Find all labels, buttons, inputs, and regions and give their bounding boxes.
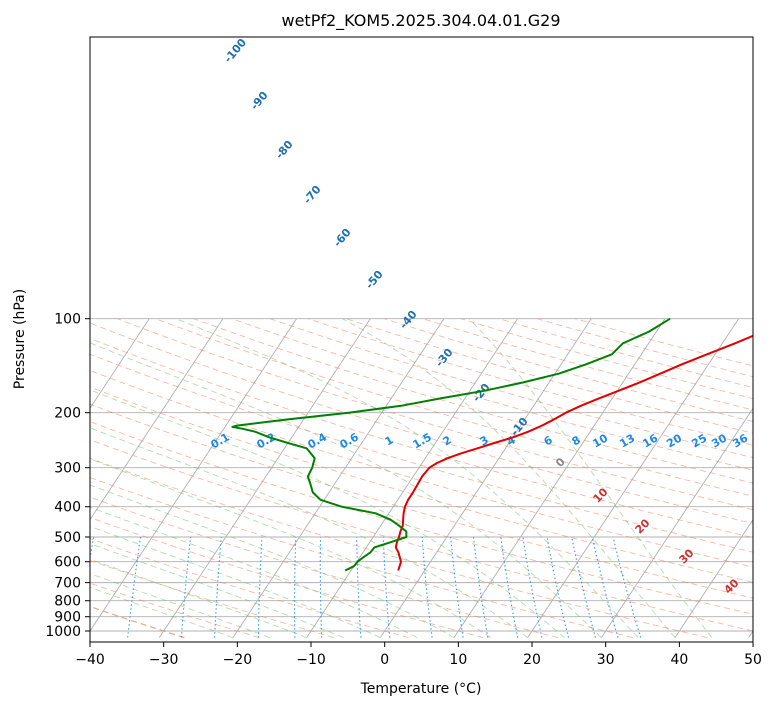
- mixing-ratio-line: [356, 536, 362, 638]
- y-tick-label: 1000: [45, 624, 81, 640]
- isotherm-line: [306, 318, 518, 638]
- dry-adiabat-line: [346, 318, 753, 434]
- dry-adiabat-line: [117, 318, 753, 511]
- moist-adiabat-line: [90, 458, 492, 638]
- dry-adiabat-line: [231, 318, 753, 471]
- moist-adiabat-line: [342, 318, 676, 638]
- dry-adiabat-line: [90, 337, 753, 539]
- mixing-ratio-line: [522, 536, 543, 638]
- sounding-series: [231, 317, 753, 572]
- y-tick-label: 500: [54, 530, 81, 546]
- mixing-ratio-line: [450, 536, 464, 638]
- background-lines: [0, 318, 753, 639]
- y-tick-label: 900: [54, 610, 81, 626]
- temperature-profile-line: [394, 334, 753, 571]
- moist-adiabat-line: [90, 389, 565, 638]
- moist-adiabat-line: [175, 318, 639, 638]
- isotherm-line: [453, 318, 666, 638]
- mixing-ratio-line: [591, 536, 619, 638]
- mixing-ratio-line: [571, 536, 597, 638]
- moist-adiabat-line: [90, 484, 455, 639]
- dry-adiabat-line: [90, 457, 708, 639]
- x-tick-label: −40: [75, 652, 105, 668]
- x-tick-label: −20: [223, 652, 253, 668]
- dry-adiabat-line: [307, 318, 753, 446]
- plot-frame: [89, 36, 754, 643]
- x-tick-label: −30: [149, 652, 179, 668]
- mixing-ratio-line: [500, 536, 519, 638]
- dry-adiabat-line: [90, 496, 559, 639]
- dry-adiabat-line: [269, 318, 753, 459]
- chart-title: wetPf2_KOM5.2025.304.04.01.G29: [281, 11, 560, 31]
- y-tick-label: 600: [54, 555, 81, 571]
- mixing-ratio-line: [546, 536, 570, 638]
- mixing-ratio-line: [421, 536, 433, 638]
- dry-adiabat-line: [90, 369, 753, 568]
- dry-adiabat-line: [90, 476, 633, 639]
- y-tick-label: 300: [54, 461, 81, 477]
- mixing-ratio-line: [90, 536, 95, 562]
- dry-adiabat-line: [90, 353, 753, 553]
- dry-adiabat-line: [90, 403, 753, 599]
- x-tick-label: −10: [296, 652, 326, 668]
- dry-adiabat-line: [90, 439, 753, 632]
- dry-adiabat-line: [498, 318, 753, 389]
- isotherm-line: [0, 319, 2, 638]
- y-axis-label: Pressure (hPa): [12, 289, 28, 389]
- plot-area-background: [90, 37, 753, 642]
- x-tick-label: 20: [523, 652, 541, 668]
- x-tick-label: 40: [670, 652, 688, 668]
- x-tick-label: 30: [597, 652, 615, 668]
- isotherm-line: [600, 407, 753, 638]
- dry-adiabat-line: [90, 421, 753, 615]
- y-tick-label: 400: [54, 500, 81, 516]
- moist-adiabat-line: [90, 506, 418, 639]
- x-tick-label: 10: [449, 652, 467, 668]
- mixing-ratio-line: [127, 536, 142, 638]
- y-tick-label: 200: [54, 406, 81, 422]
- dry-adiabat-line: [536, 318, 753, 378]
- mixing-ratio-line: [257, 536, 263, 638]
- isotherm-line: [674, 518, 753, 638]
- x-tick-label: 50: [744, 652, 762, 668]
- dry-adiabat-line: [90, 582, 260, 639]
- moist-adiabat-line: [90, 342, 602, 638]
- dewpoint-profile-line: [231, 317, 671, 572]
- y-tick-label: 700: [54, 576, 81, 592]
- mixing-ratio-line: [612, 536, 642, 638]
- mixing-ratio-line: [180, 536, 192, 638]
- x-tick-label: 0: [380, 652, 389, 668]
- x-axis-label: Temperature (°C): [360, 681, 482, 697]
- isotherm-line: [90, 318, 297, 632]
- isotherm-line: [90, 318, 150, 410]
- moist-adiabat-line: [90, 543, 344, 639]
- isotherm-line: [232, 318, 445, 638]
- isotherm-line: [158, 318, 371, 638]
- mixing-ratio-line: [319, 537, 323, 638]
- mixing-ratio-line: [294, 536, 297, 638]
- isotherm-line: [379, 318, 592, 638]
- moist-adiabat-line: [90, 573, 270, 639]
- mixing-ratio-line: [472, 536, 489, 638]
- dry-adiabat-line: [155, 318, 753, 497]
- mixing-ratio-line: [214, 536, 222, 638]
- y-tick-label: 800: [54, 594, 81, 610]
- y-tick-label: 100: [54, 312, 81, 328]
- moist-adiabat-line: [90, 525, 381, 639]
- isotherm-line: [90, 318, 224, 521]
- moist-adiabat-line: [90, 558, 307, 639]
- moist-adiabat-line: [468, 318, 713, 638]
- dry-adiabat-line: [193, 318, 753, 484]
- mixing-ratio-line: [382, 536, 391, 638]
